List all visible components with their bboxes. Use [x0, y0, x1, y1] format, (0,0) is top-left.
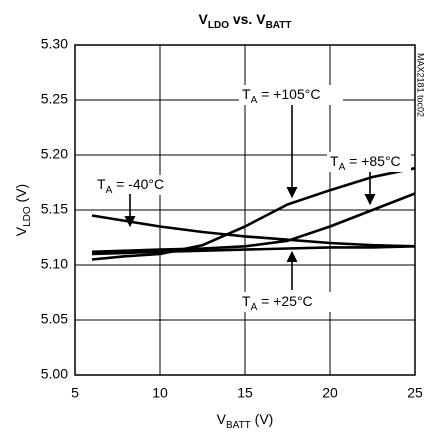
text-segment: T: [242, 86, 251, 102]
x-axis-label: VBATT (V): [217, 411, 274, 431]
y-tick-label: 5.00: [41, 366, 68, 382]
y-tick-label: 5.30: [41, 36, 68, 52]
text-segment: (V): [13, 184, 29, 207]
x-tick-label: 5: [71, 385, 79, 401]
text-segment: = +25°C: [257, 293, 312, 309]
y-tick-label: 5.20: [41, 146, 68, 162]
y-tick-label: 5.15: [41, 201, 68, 217]
text-segment: T: [97, 176, 106, 192]
text-segment: vs. V: [229, 11, 266, 27]
text-segment: A: [106, 185, 113, 196]
chart-title: VLDO vs. VBATT: [199, 11, 292, 31]
series-line: [91, 192, 416, 254]
text-segment: = -40°C: [112, 176, 164, 192]
text-segment: A: [251, 95, 258, 106]
text-segment: A: [339, 162, 346, 173]
annotation-bg: [94, 175, 194, 195]
text-segment: T: [242, 293, 251, 309]
x-tick-label: 15: [237, 385, 253, 401]
text-segment: LDO: [208, 20, 229, 31]
x-tick-label: 20: [322, 385, 338, 401]
text-segment: T: [330, 153, 339, 169]
text-segment: V: [199, 11, 209, 27]
annotation: TA = +105°C: [242, 86, 320, 106]
series-line: [91, 245, 416, 256]
annotation: TA = +25°C: [242, 293, 313, 313]
text-segment: LDO: [22, 206, 33, 227]
plot-frame: [74, 44, 416, 376]
text-segment: = +105°C: [257, 86, 320, 102]
annotation-bg: [239, 85, 343, 105]
series-line: [91, 214, 416, 248]
text-segment: V: [13, 226, 29, 236]
annotation-bg: [239, 292, 343, 312]
y-axis-label: VLDO (V): [13, 184, 33, 236]
annotation-bg: [327, 152, 411, 172]
text-segment: = +85°C: [345, 153, 400, 169]
text-segment: BATT: [266, 20, 292, 31]
annotation: TA = -40°C: [97, 176, 164, 196]
x-tick-label: 25: [407, 385, 423, 401]
text-segment: A: [251, 302, 258, 313]
y-tick-label: 5.25: [41, 91, 68, 107]
text-segment: V: [217, 411, 227, 427]
text-segment: (V): [251, 411, 274, 427]
text-segment: BATT: [226, 420, 251, 431]
y-tick-label: 5.05: [41, 311, 68, 327]
y-tick-label: 5.10: [41, 256, 68, 272]
watermark: MAX2181 toc02: [416, 53, 426, 117]
series-line: [91, 166, 416, 261]
x-tick-label: 10: [152, 385, 168, 401]
annotation: TA = +85°C: [330, 153, 401, 173]
